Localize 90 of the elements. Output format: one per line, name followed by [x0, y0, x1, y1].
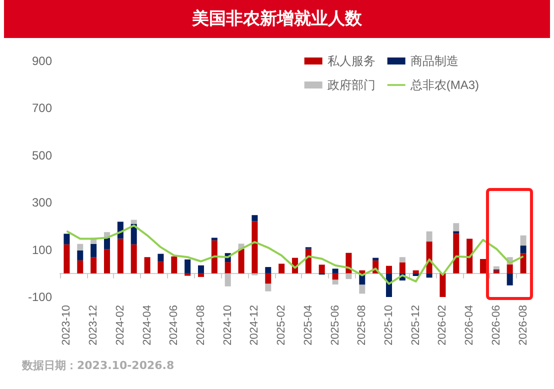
- bar: [399, 262, 406, 274]
- bar: [265, 267, 272, 274]
- x-tick-label: 2025-08: [356, 305, 368, 346]
- bar: [224, 273, 231, 286]
- x-tick-label: 2025-06: [329, 305, 342, 346]
- bar: [130, 244, 137, 274]
- bar: [198, 273, 204, 277]
- bar: [493, 266, 500, 270]
- bar: [520, 235, 526, 246]
- bar: [77, 250, 84, 260]
- bar: [318, 264, 325, 274]
- bar: [77, 260, 84, 274]
- bar: [412, 273, 419, 276]
- bar: [399, 257, 406, 262]
- bar: [332, 280, 338, 284]
- bar: [305, 248, 312, 274]
- x-tick-label: 2025-02: [276, 305, 288, 346]
- legend-label: 政府部门: [327, 78, 376, 92]
- bar: [184, 273, 191, 276]
- chart-title: 美国非农新增就业人数: [4, 0, 550, 38]
- bar: [265, 284, 272, 292]
- bar: [158, 262, 164, 274]
- x-tick-label: 2023-12: [88, 305, 100, 346]
- bar: [252, 221, 258, 274]
- x-tick-label: 2026-08: [517, 305, 530, 346]
- bar: [144, 257, 150, 274]
- legend-label: 总非农(MA3): [409, 78, 480, 92]
- bar: [238, 248, 244, 274]
- bar: [520, 253, 526, 274]
- x-tick-label: 2026-04: [464, 305, 476, 346]
- x-tick-label: 2025-12: [410, 305, 422, 346]
- bar: [130, 220, 137, 224]
- bar: [372, 258, 379, 260]
- bar: [506, 264, 513, 274]
- bar: [440, 273, 446, 297]
- x-tick-label: 2026-06: [490, 305, 502, 346]
- bar: [506, 273, 513, 286]
- bar: [426, 273, 432, 278]
- x-tick-label: 2025-04: [302, 305, 314, 346]
- bar: [359, 284, 366, 294]
- bar: [171, 256, 178, 274]
- bar: [520, 246, 526, 254]
- x-tick-label: 2024-08: [195, 305, 207, 346]
- x-tick-label: 2023-10: [60, 305, 73, 346]
- bar: [332, 268, 338, 274]
- bar: [265, 273, 272, 284]
- bar: [104, 249, 110, 274]
- bar: [211, 238, 218, 240]
- bar: [453, 234, 460, 274]
- x-tick-label: 2024-04: [141, 305, 154, 346]
- bar: [90, 257, 97, 274]
- bar: [426, 231, 432, 242]
- x-tick-label: 2024-02: [114, 305, 126, 346]
- bar: [158, 254, 164, 262]
- bar: [466, 238, 473, 274]
- bar: [453, 223, 460, 232]
- bar: [117, 238, 124, 274]
- bar: [77, 244, 84, 251]
- bar: [252, 215, 258, 222]
- bar: [184, 259, 191, 274]
- bar: [332, 273, 338, 280]
- x-tick-label: 2024-12: [248, 305, 261, 346]
- y-tick-label: 900: [32, 54, 52, 68]
- x-tick-label: 2024-10: [222, 305, 234, 346]
- bar: [453, 231, 460, 234]
- legend-label: 商品制造: [410, 54, 458, 68]
- bar: [480, 259, 486, 274]
- bar: [346, 273, 352, 280]
- x-tick-label: 2026-02: [436, 305, 449, 346]
- legend-label: 私人服务: [327, 54, 376, 68]
- y-tick-label: 500: [32, 148, 52, 162]
- bar: [198, 265, 204, 274]
- line-series: [66, 224, 524, 285]
- bar: [90, 244, 97, 258]
- y-tick-label: 700: [32, 101, 52, 116]
- bar: [224, 262, 231, 274]
- bar: [104, 238, 110, 250]
- bar: [412, 270, 419, 274]
- bar: [493, 270, 500, 274]
- bar: [64, 234, 70, 244]
- x-tick-label: 2024-06: [168, 305, 180, 346]
- bar: [278, 264, 285, 274]
- y-tick-label: 300: [32, 196, 52, 210]
- text: 数据日期：2023.10-2026.8: [22, 358, 174, 373]
- bar: [386, 266, 392, 274]
- y-tick-label: 100: [32, 242, 52, 257]
- bar: [211, 240, 218, 274]
- bar: [64, 244, 70, 274]
- y-tick-label: -100: [28, 290, 52, 304]
- x-tick-label: 2025-10: [383, 305, 395, 346]
